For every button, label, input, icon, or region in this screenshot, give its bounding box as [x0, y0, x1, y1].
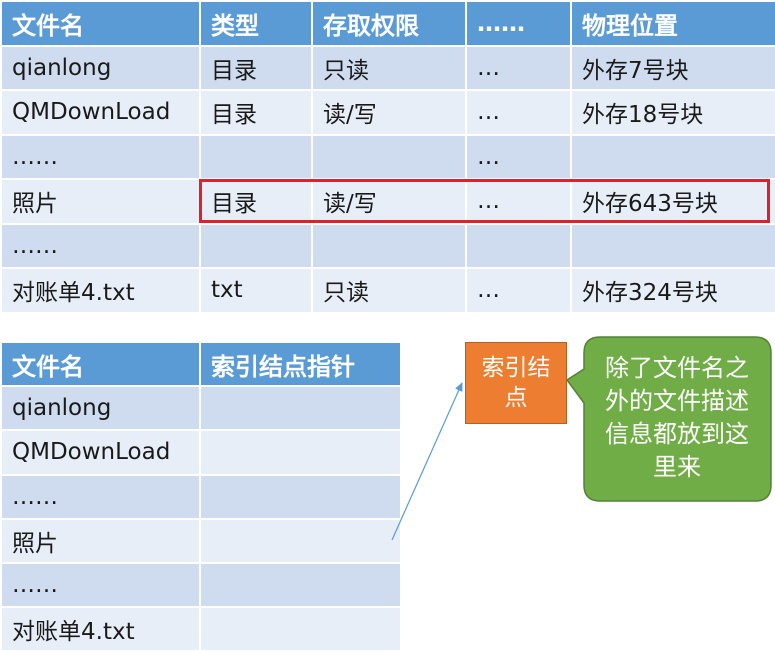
table-row: …… … [0, 133, 775, 180]
table-row: 照片 [0, 517, 402, 564]
table-cell [311, 133, 467, 180]
table-cell: 外存324号块 [570, 267, 775, 314]
table-cell: txt [199, 267, 313, 314]
table-cell: 对账单4.txt [0, 267, 201, 314]
table-cell: … [465, 89, 572, 136]
table-cell [199, 133, 313, 180]
table-cell: 照片 [0, 178, 201, 225]
table-cell: …… [0, 133, 201, 180]
table-row: 对账单4.txt [0, 606, 402, 652]
table-cell: 外存18号块 [570, 89, 775, 136]
table-cell: … [465, 44, 572, 91]
table-cell [311, 222, 467, 269]
table-cell: 外存7号块 [570, 44, 775, 91]
table-cell: 只读 [311, 267, 467, 314]
table-cell: … [465, 133, 572, 180]
table-row: qianlong [0, 385, 402, 432]
table-cell [465, 222, 572, 269]
table-row: 照片 目录 读/写 … 外存643号块 [0, 178, 775, 225]
table-cell: 目录 [199, 89, 313, 136]
table-cell: qianlong [0, 385, 201, 432]
header-cell: …… [465, 0, 572, 47]
index-node-box: 索引结点 [465, 342, 567, 424]
header-cell: 存取权限 [311, 0, 467, 47]
table-cell [199, 517, 402, 564]
table-cell: …… [0, 473, 201, 520]
table-cell [570, 133, 775, 180]
pointer-arrow [391, 382, 463, 541]
table-cell: 照片 [0, 517, 201, 564]
table-cell [199, 473, 402, 520]
table-row: …… [0, 473, 402, 520]
table-cell [199, 429, 402, 476]
table-row: QMDownLoad 目录 读/写 … 外存18号块 [0, 89, 775, 136]
table-cell [199, 606, 402, 652]
table-cell: QMDownLoad [0, 429, 201, 476]
table-cell [199, 385, 402, 432]
header-cell: 文件名 [0, 0, 201, 47]
table-cell: 外存643号块 [570, 178, 775, 225]
table-row: …… [0, 561, 402, 609]
table-cell: … [465, 267, 572, 314]
highlight-box [199, 179, 770, 223]
header-cell: 物理位置 [570, 0, 775, 47]
table-cell: …… [0, 222, 201, 269]
index-table: 文件名 索引结点指针 qianlong QMDownLoad …… 照片 …… … [0, 340, 402, 652]
table-header-row: 文件名 索引结点指针 [0, 340, 402, 388]
fcb-table: 文件名 类型 存取权限 …… 物理位置 qianlong 目录 只读 … 外存7… [0, 0, 775, 314]
table-cell [199, 561, 402, 609]
table-cell: … [465, 178, 572, 225]
table-cell: 目录 [199, 44, 313, 91]
table-cell: 读/写 [311, 89, 467, 136]
table-cell: …… [0, 561, 201, 609]
table-cell [199, 222, 313, 269]
table-row: …… [0, 222, 775, 269]
table-cell: 只读 [311, 44, 467, 91]
callout-text: 除了文件名之外的文件描述信息都放到这里来 [605, 354, 749, 481]
table-cell [570, 222, 775, 269]
index-node-label: 索引结点 [481, 355, 551, 411]
header-cell: 类型 [199, 0, 313, 47]
header-cell: 文件名 [0, 340, 201, 388]
table-row: QMDownLoad [0, 429, 402, 476]
table-cell: qianlong [0, 44, 201, 91]
header-cell: 索引结点指针 [199, 340, 402, 388]
table-row: qianlong 目录 只读 … 外存7号块 [0, 44, 775, 91]
table-cell: 对账单4.txt [0, 606, 201, 652]
table-row: 对账单4.txt txt 只读 … 外存324号块 [0, 267, 775, 314]
table-header-row: 文件名 类型 存取权限 …… 物理位置 [0, 0, 775, 47]
table-cell: QMDownLoad [0, 89, 201, 136]
